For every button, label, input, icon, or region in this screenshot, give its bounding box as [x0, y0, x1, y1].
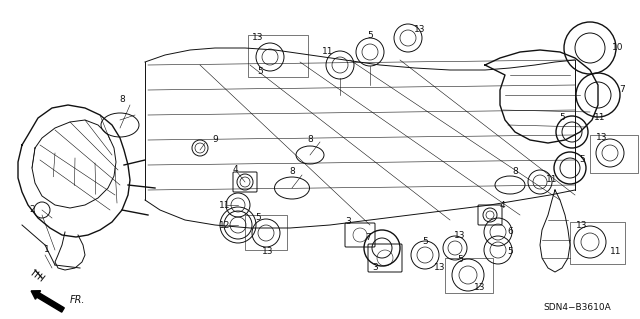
Text: 4: 4: [499, 201, 505, 210]
Text: 1: 1: [44, 246, 50, 255]
Text: 8: 8: [307, 136, 313, 145]
Text: 13: 13: [596, 133, 608, 143]
Text: 7: 7: [619, 85, 625, 94]
Text: 12: 12: [220, 220, 230, 229]
Text: 4: 4: [232, 166, 238, 174]
Text: 13: 13: [454, 231, 466, 240]
Text: SDN4−B3610A: SDN4−B3610A: [543, 303, 611, 313]
Text: 10: 10: [612, 43, 624, 53]
Text: 5: 5: [255, 213, 261, 222]
Text: 13: 13: [474, 284, 486, 293]
Text: 11: 11: [220, 201, 231, 210]
Text: 5: 5: [579, 155, 585, 165]
Text: 2: 2: [29, 205, 35, 214]
Text: 7: 7: [365, 234, 371, 242]
Bar: [570, 222, 625, 264]
Text: 5: 5: [559, 114, 565, 122]
Text: 5: 5: [257, 68, 263, 77]
Text: 6: 6: [507, 227, 513, 236]
Text: 3: 3: [372, 263, 378, 272]
Text: 11: 11: [611, 248, 621, 256]
Text: 5: 5: [422, 238, 428, 247]
Text: 11: 11: [323, 48, 333, 56]
Bar: [248, 35, 308, 77]
Text: 13: 13: [252, 33, 264, 42]
Bar: [245, 215, 287, 250]
Text: 8: 8: [512, 167, 518, 176]
Text: 3: 3: [345, 218, 351, 226]
Text: 5: 5: [367, 31, 373, 40]
Text: 13: 13: [435, 263, 445, 272]
Text: 8: 8: [119, 95, 125, 105]
Bar: [445, 258, 493, 293]
Text: 8: 8: [289, 167, 295, 176]
Text: 13: 13: [414, 26, 426, 34]
Text: 9: 9: [212, 136, 218, 145]
Text: 5: 5: [507, 248, 513, 256]
Text: FR.: FR.: [70, 295, 86, 305]
Text: 13: 13: [576, 220, 588, 229]
Text: 13: 13: [262, 248, 274, 256]
Text: 11: 11: [547, 175, 557, 184]
Text: 11: 11: [595, 114, 605, 122]
FancyArrow shape: [31, 291, 64, 312]
Bar: [590, 135, 638, 173]
Text: 5: 5: [457, 256, 463, 264]
